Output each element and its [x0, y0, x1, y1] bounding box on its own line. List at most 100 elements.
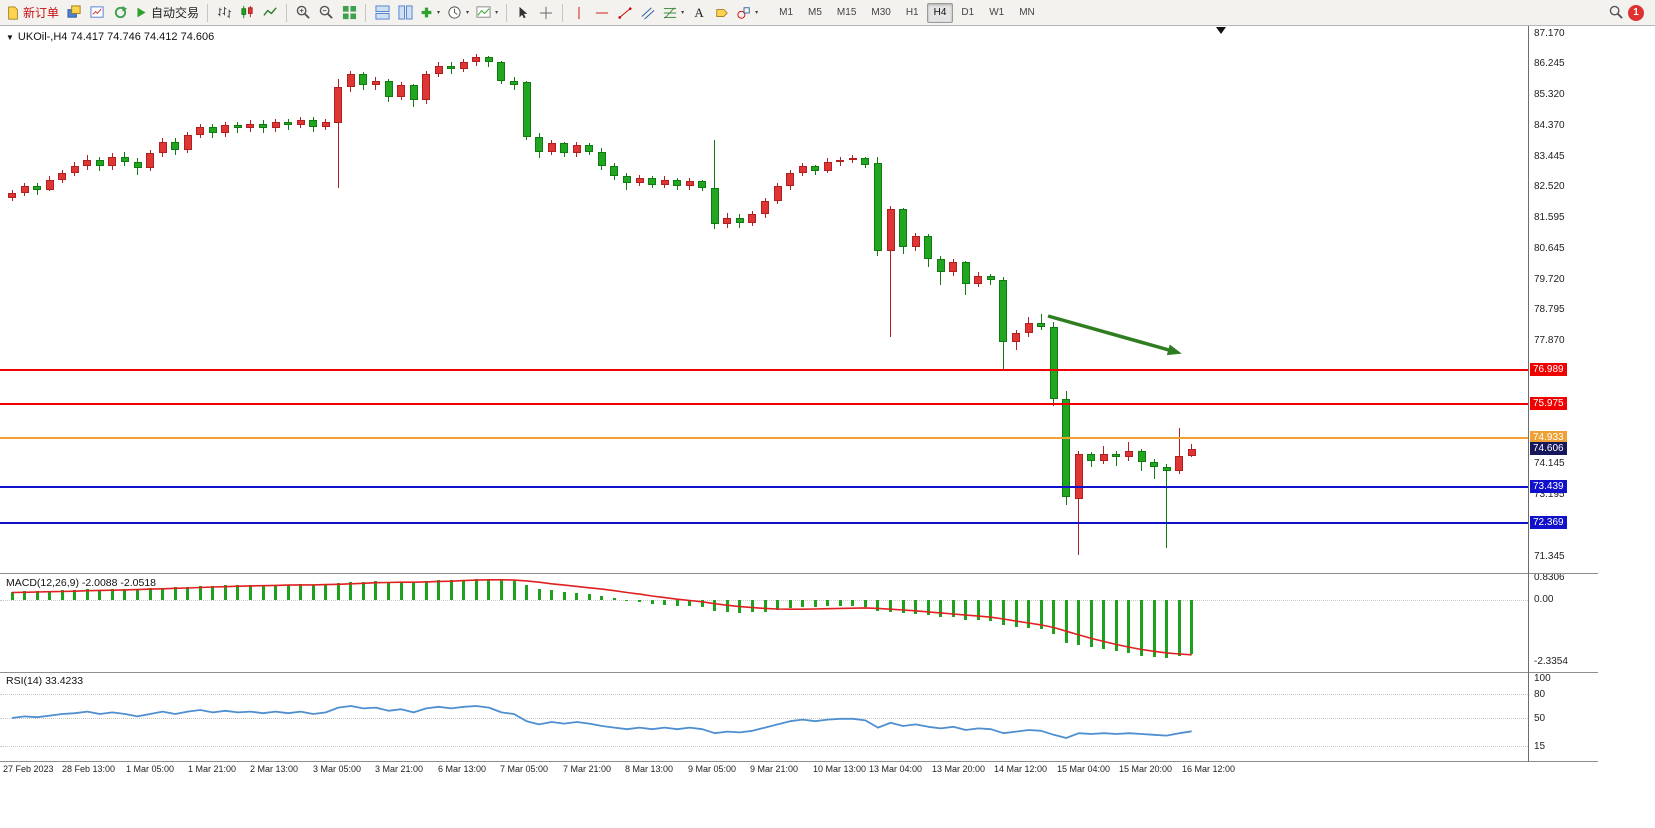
macd-histogram-bar — [85, 589, 89, 601]
tile-vertical-button[interactable] — [394, 2, 416, 24]
candle-body — [447, 65, 456, 69]
timeframe-d1[interactable]: D1 — [954, 3, 981, 23]
candle-wick — [1115, 450, 1117, 466]
trendline-tool-button[interactable] — [614, 2, 636, 24]
time-axis-label: 15 Mar 04:00 — [1057, 764, 1111, 774]
timeframe-m1[interactable]: M1 — [772, 3, 800, 23]
candle-body — [95, 159, 104, 167]
notification-badge[interactable]: 1 — [1628, 4, 1644, 21]
timeframe-h4[interactable]: H4 — [926, 2, 954, 23]
cursor-tool-button[interactable] — [512, 2, 534, 24]
candle-chart-mode-button[interactable] — [236, 2, 258, 24]
zoom-in-button[interactable] — [292, 2, 314, 24]
tile-vertical-icon — [398, 5, 413, 20]
grid-button[interactable] — [338, 2, 360, 24]
timeframe-m15[interactable]: M15 — [830, 3, 863, 23]
macd-histogram-bar — [763, 600, 767, 612]
chevron-down-icon: ▾ — [755, 10, 759, 16]
candle-body — [146, 153, 155, 169]
timeframe-m5[interactable]: M5 — [801, 3, 829, 23]
price-line[interactable] — [0, 437, 1528, 440]
new-chart-button[interactable] — [86, 2, 108, 24]
timeframe-mn[interactable]: MN — [1012, 3, 1042, 23]
price-line[interactable] — [0, 369, 1528, 372]
chevron-down-icon: ▾ — [495, 10, 499, 16]
timeframe-m30[interactable]: M30 — [864, 3, 897, 23]
vertical-line-tool-button[interactable] — [568, 2, 590, 24]
macd-histogram-bar — [725, 600, 729, 613]
toolbar-separator — [506, 3, 508, 22]
macd-histogram-bar — [650, 600, 654, 604]
timeframe-h1[interactable]: H1 — [899, 3, 926, 23]
period-button[interactable]: ▾ — [444, 2, 472, 24]
charts-stack-button[interactable] — [63, 2, 85, 24]
timeframe-w1[interactable]: W1 — [982, 3, 1011, 23]
symbol-dropdown-icon[interactable]: ▼ — [6, 32, 14, 42]
templates-button[interactable]: ▾ — [473, 2, 501, 24]
macd-histogram-bar — [198, 585, 202, 601]
new-order-label: 新订单 — [23, 6, 60, 20]
macd-histogram-bar — [437, 580, 441, 601]
tile-horizontal-button[interactable] — [371, 2, 393, 24]
rsi-level-line — [0, 718, 1528, 719]
candle-body — [346, 73, 355, 88]
chart-shift-marker[interactable] — [1216, 27, 1226, 34]
fibonacci-tool-button[interactable]: ▾ — [660, 2, 687, 24]
price-axis-tick: 82.520 — [1534, 181, 1565, 193]
auto-trading-button[interactable]: 自动交易 — [132, 2, 202, 24]
horizontal-line-tool-button[interactable] — [591, 2, 613, 24]
new-order-button[interactable]: 新订单 — [3, 2, 62, 24]
add-indicator-button[interactable]: ▾ — [417, 2, 443, 24]
candle-body — [660, 179, 669, 185]
candle-body — [1162, 467, 1171, 471]
bar-chart-mode-button[interactable] — [213, 2, 235, 24]
shapes-tool-button[interactable]: ▾ — [734, 2, 761, 24]
candle-body — [648, 178, 657, 185]
rsi-level-line — [0, 746, 1528, 747]
search-button[interactable] — [1605, 2, 1627, 24]
horizontal-line-icon — [595, 6, 609, 20]
candlestick-icon — [240, 5, 255, 20]
symbol-ohlc-text: UKOil-,H4 74.417 74.746 74.412 74.606 — [17, 31, 215, 43]
toolbar-separator — [286, 3, 288, 22]
macd-histogram-bar — [776, 600, 780, 611]
price-line[interactable] — [0, 521, 1528, 524]
candle-body — [409, 85, 418, 101]
label-tool-button[interactable] — [711, 2, 733, 24]
macd-histogram-bar — [336, 583, 340, 601]
zoom-out-button[interactable] — [315, 2, 337, 24]
candle-body — [259, 123, 267, 129]
time-axis-label: 10 Mar 13:00 — [813, 764, 867, 774]
candle-body — [823, 161, 832, 172]
price-line[interactable] — [0, 486, 1528, 489]
candle-body — [371, 80, 380, 86]
candle-body — [748, 214, 757, 223]
macd-histogram-bar — [1177, 600, 1181, 657]
crosshair-tool-button[interactable] — [535, 2, 557, 24]
text-tool-button[interactable]: A — [688, 2, 710, 24]
time-axis[interactable] — [0, 762, 1528, 780]
macd-histogram-bar — [236, 585, 240, 601]
macd-histogram-bar — [663, 600, 667, 605]
macd-histogram-bar — [863, 600, 867, 607]
macd-histogram-bar — [889, 600, 892, 612]
price-axis[interactable] — [1529, 26, 1598, 761]
macd-histogram-bar — [738, 600, 742, 613]
candle-wick — [1166, 463, 1168, 549]
rsi-axis-tick: 15 — [1534, 741, 1546, 752]
macd-histogram-bar — [123, 588, 127, 601]
macd-histogram-bar — [148, 588, 152, 601]
channel-tool-button[interactable] — [637, 2, 659, 24]
price-line[interactable] — [0, 402, 1528, 405]
macd-histogram-bar — [964, 600, 968, 620]
grid-icon — [342, 5, 357, 20]
refresh-button[interactable] — [109, 2, 131, 24]
macd-histogram-bar — [261, 585, 265, 601]
pane-separator-price-macd[interactable] — [0, 573, 1598, 574]
price-axis-separator — [1528, 26, 1529, 762]
pane-separator-macd-rsi[interactable] — [0, 672, 1598, 673]
toolbar-separator — [562, 3, 564, 22]
line-chart-mode-button[interactable] — [259, 2, 281, 24]
price-axis-tick: 78.795 — [1534, 304, 1565, 316]
